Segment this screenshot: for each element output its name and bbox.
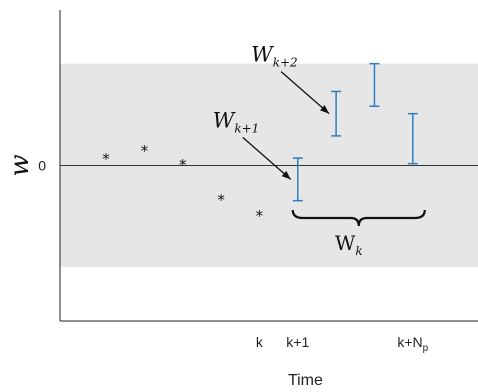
past-points: * * * * * — [102, 142, 263, 225]
annotation-label: Wk+2 — [251, 43, 298, 70]
annotation-arrowhead — [320, 105, 330, 114]
y-axis-title: w — [5, 154, 35, 176]
uncertainty-interval — [407, 112, 418, 165]
x-axis-title: Time — [288, 372, 323, 389]
uncertainty-interval — [331, 90, 342, 137]
annotation-subscript: k+2 — [273, 56, 298, 70]
x-tick-label: k — [256, 334, 264, 350]
brace-subscript: k — [355, 244, 362, 258]
uncertainty-intervals — [292, 62, 418, 202]
data-point: * — [179, 156, 187, 174]
annotation-arrow — [280, 71, 330, 115]
annotation-arrowhead — [281, 170, 291, 180]
y-tick-labels: 0 — [38, 158, 46, 174]
uncertainty-interval — [292, 157, 303, 202]
data-point: * — [217, 191, 225, 209]
uncertainty-interval — [369, 62, 380, 108]
x-tick-label: k+Np — [397, 334, 428, 354]
x-tick-subscript: p — [423, 343, 429, 354]
annotation-arrow — [242, 136, 292, 180]
brace-shape — [291, 209, 426, 227]
x-tick-labels: k k+1 k+Np — [256, 334, 429, 354]
data-point: * — [141, 142, 149, 160]
annotation-subscript: k+1 — [234, 121, 259, 135]
data-point: * — [102, 150, 110, 168]
y-tick-label: 0 — [38, 158, 46, 174]
data-point: * — [256, 207, 264, 225]
x-tick-label: k+1 — [286, 334, 309, 350]
